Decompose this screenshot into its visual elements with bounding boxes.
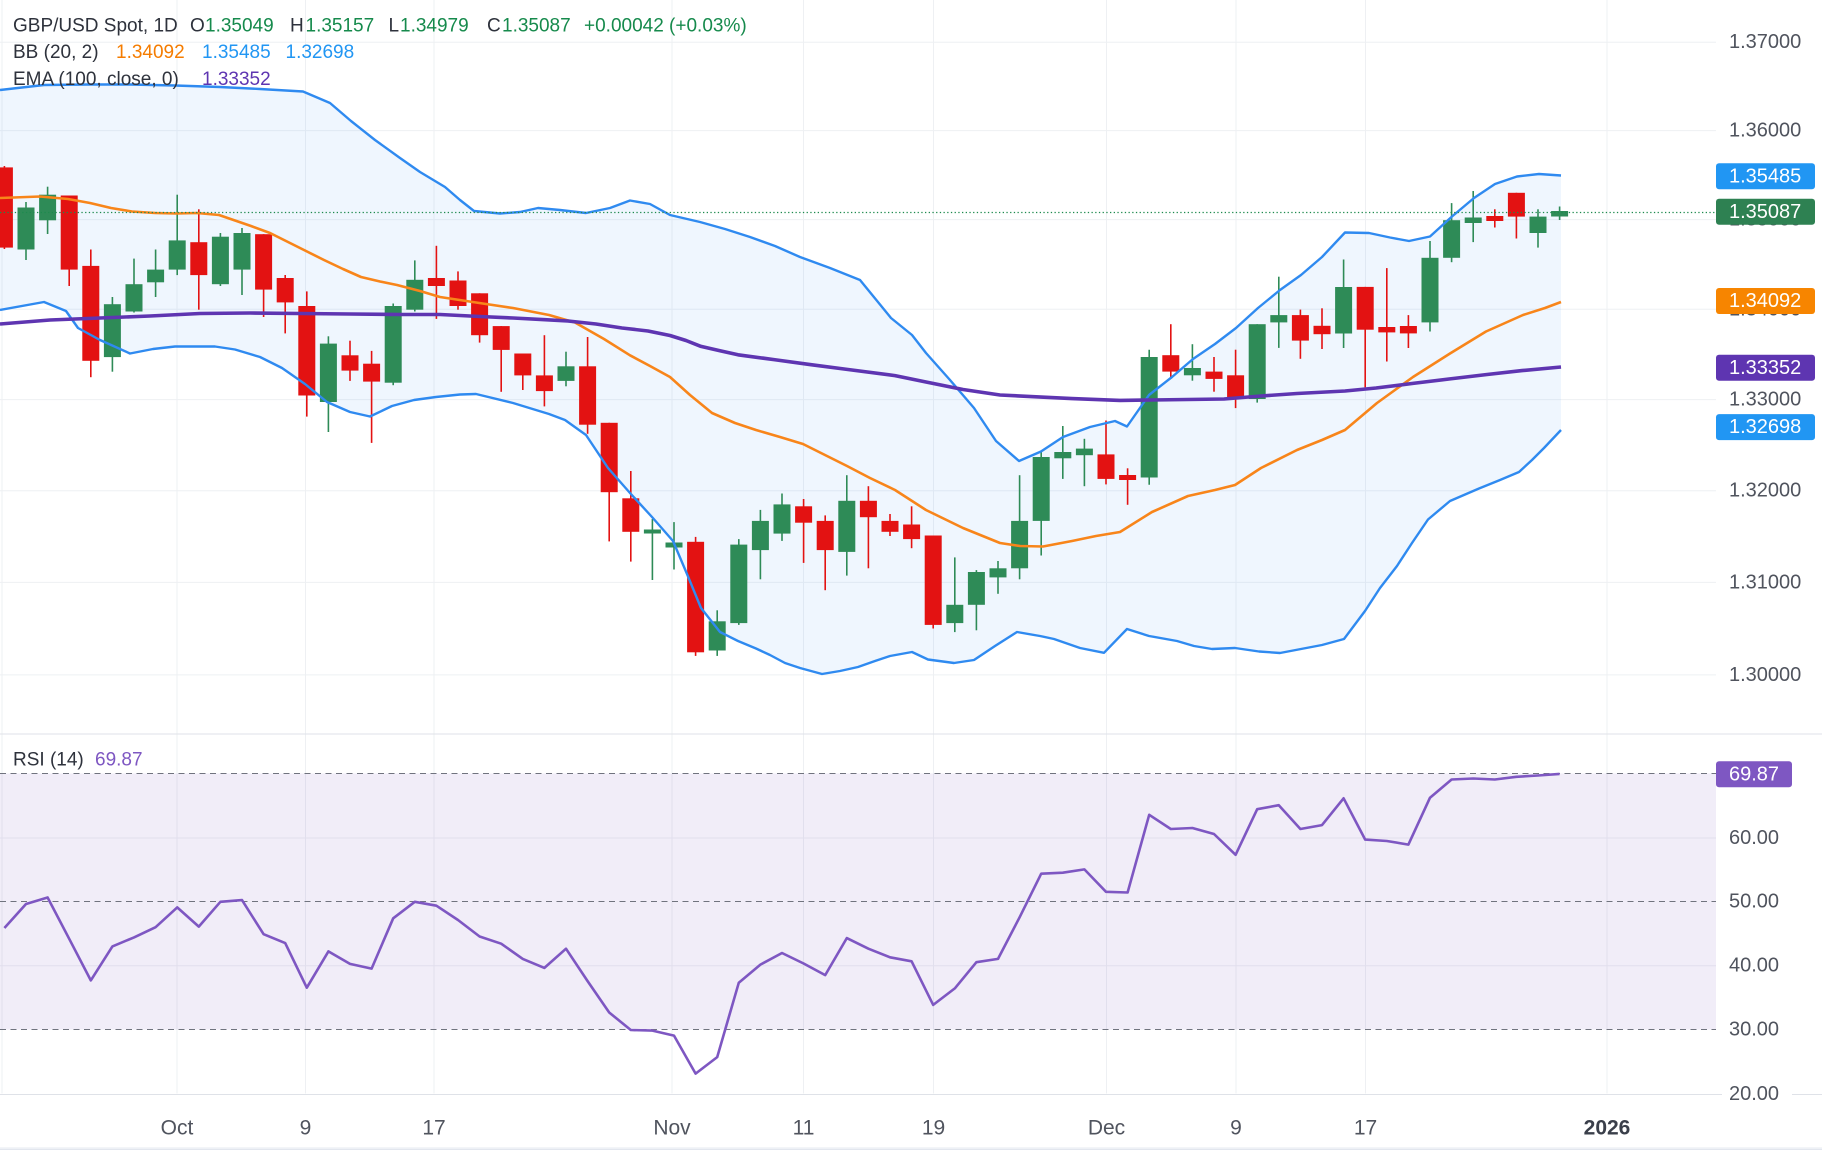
svg-text:1.32000: 1.32000 [1729, 480, 1801, 502]
svg-text:GBP/USD Spot, 1D: GBP/USD Spot, 1D [13, 16, 178, 37]
svg-text:1.30000: 1.30000 [1729, 664, 1801, 686]
svg-text:30.00: 30.00 [1729, 1019, 1779, 1041]
svg-text:1.36000: 1.36000 [1729, 120, 1801, 142]
svg-text:20.00: 20.00 [1729, 1083, 1779, 1105]
svg-text:69.87: 69.87 [1729, 763, 1779, 785]
svg-text:1.35049: 1.35049 [205, 16, 274, 37]
svg-text:1.34092: 1.34092 [116, 42, 185, 63]
svg-text:2026: 2026 [1584, 1117, 1631, 1140]
svg-text:1.33000: 1.33000 [1729, 389, 1801, 411]
svg-text:1.31000: 1.31000 [1729, 571, 1801, 593]
svg-text:Nov: Nov [653, 1117, 691, 1140]
svg-text:RSI (14): RSI (14) [13, 750, 84, 771]
svg-text:BB (20, 2): BB (20, 2) [13, 42, 99, 63]
svg-text:17: 17 [422, 1117, 445, 1140]
svg-text:9: 9 [1230, 1117, 1242, 1140]
svg-text:1.34979: 1.34979 [400, 16, 469, 37]
svg-text:1.33352: 1.33352 [1729, 357, 1801, 379]
svg-text:9: 9 [300, 1117, 312, 1140]
svg-text:60.00: 60.00 [1729, 827, 1779, 849]
svg-text:H: H [290, 16, 304, 37]
svg-text:1.35087: 1.35087 [1729, 201, 1801, 223]
svg-text:+0.00042 (+0.03%): +0.00042 (+0.03%) [584, 16, 747, 37]
svg-text:EMA (100, close, 0): EMA (100, close, 0) [13, 69, 179, 90]
svg-text:O: O [190, 16, 205, 37]
svg-text:1.35485: 1.35485 [1729, 165, 1801, 187]
svg-text:1.32698: 1.32698 [1729, 416, 1801, 438]
svg-text:69.87: 69.87 [95, 750, 143, 771]
svg-text:C: C [487, 16, 501, 37]
svg-text:1.35087: 1.35087 [502, 16, 571, 37]
svg-text:11: 11 [793, 1117, 815, 1140]
svg-text:1.37000: 1.37000 [1729, 31, 1801, 53]
svg-text:17: 17 [1354, 1117, 1377, 1140]
svg-text:19: 19 [922, 1117, 945, 1140]
svg-text:40.00: 40.00 [1729, 955, 1779, 977]
svg-text:1.35485: 1.35485 [202, 42, 271, 63]
svg-text:50.00: 50.00 [1729, 891, 1779, 913]
svg-text:1.33352: 1.33352 [202, 69, 271, 90]
svg-text:Oct: Oct [161, 1117, 194, 1140]
svg-text:1.32698: 1.32698 [286, 42, 355, 63]
svg-text:L: L [389, 16, 400, 37]
svg-text:1.35157: 1.35157 [306, 16, 375, 37]
svg-text:Dec: Dec [1088, 1117, 1125, 1140]
svg-text:1.34092: 1.34092 [1729, 290, 1801, 312]
